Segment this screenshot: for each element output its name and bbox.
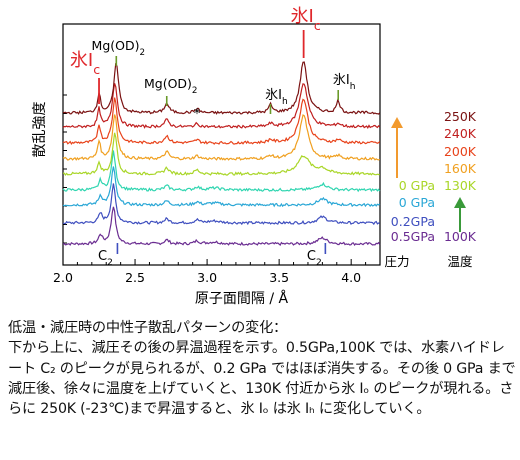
ice-ih-label-mid: 氷Ih bbox=[265, 88, 288, 107]
legend-temperature-5: 160K bbox=[444, 161, 477, 176]
series-line-4 bbox=[62, 132, 380, 177]
mgod2-label-mid: Mg(OD)2 bbox=[144, 76, 198, 96]
x-axis-label: 原子面間隔 / Å bbox=[195, 290, 289, 307]
asterisk-marker: * bbox=[194, 107, 201, 122]
temperature-arrow-head bbox=[454, 197, 466, 208]
legend-pressure-0: 0.5GPa bbox=[391, 229, 435, 244]
legend-temperature-4: 130K bbox=[444, 178, 477, 193]
mgod2-label-left: Mg(OD)2 bbox=[92, 38, 146, 58]
series-line-3 bbox=[62, 150, 381, 193]
c2-label-right: C2 bbox=[307, 249, 322, 268]
y-axis-label: 散乱強度 bbox=[32, 102, 48, 158]
x-tick-label: 3.0 bbox=[197, 270, 217, 285]
legend-temperature-0: 100K bbox=[444, 229, 477, 244]
x-tick-label: 2.0 bbox=[53, 270, 73, 285]
series-line-7 bbox=[62, 83, 381, 129]
caption-body: 下から上に、減圧その後の昇温過程を示す。0.5GPa,100K では、水素ハイド… bbox=[8, 340, 516, 418]
x-tick-label: 3.5 bbox=[269, 270, 289, 285]
legend-header-temperature: 温度 bbox=[447, 254, 473, 269]
x-tick-label: 2.5 bbox=[125, 270, 145, 285]
ice-ic-label-right: 氷Ic bbox=[291, 6, 321, 33]
series-line-8 bbox=[62, 61, 381, 115]
c2-label-left: C2 bbox=[98, 249, 113, 268]
x-tick-label: 4.0 bbox=[341, 270, 361, 285]
series-line-0 bbox=[62, 206, 381, 247]
legend-pressure-4: 0 GPa bbox=[399, 178, 435, 193]
figure-caption: 低温・減圧時の中性子散乱パターンの変化： 下から上に、減圧その後の昇温過程を示す… bbox=[8, 318, 516, 419]
legend-pressure-1: 0.2GPa bbox=[391, 214, 435, 229]
series-line-6 bbox=[62, 97, 381, 145]
series-line-1 bbox=[62, 183, 380, 226]
ice-ih-label-right: 氷Ih bbox=[333, 73, 356, 92]
diffraction-figure: 2.0 2.5 3.0 3.5 4.0 原子面間隔 / Å 散乱強度 氷Ic 氷Ic Mg(OD… bbox=[32, 6, 477, 307]
legend-pressure-2: 0 GPa bbox=[399, 195, 435, 210]
caption-title: 低温・減圧時の中性子散乱パターンの変化： bbox=[8, 320, 288, 336]
ice-ic-label-left: 氷Ic bbox=[70, 50, 100, 77]
pressure-arrow-head bbox=[391, 117, 403, 128]
series-line-5 bbox=[62, 114, 381, 161]
legend-temperature-8: 250K bbox=[444, 109, 477, 124]
legend-temperature-6: 200K bbox=[444, 144, 477, 159]
legend-header-pressure: 圧力 bbox=[384, 254, 409, 269]
legend-temperature-7: 240K bbox=[444, 126, 477, 141]
series-line-2 bbox=[62, 166, 381, 208]
